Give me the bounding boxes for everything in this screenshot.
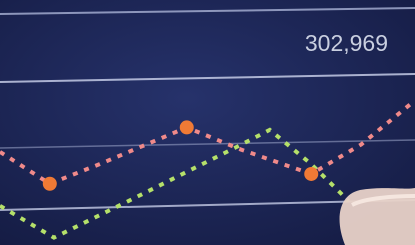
marker bbox=[304, 167, 318, 181]
chart: 302,969 bbox=[0, 0, 415, 245]
marker bbox=[43, 177, 57, 191]
marker bbox=[180, 120, 194, 134]
value-readout: 302,969 bbox=[305, 30, 388, 56]
page: 302,969 (() => { const data = JSON.parse… bbox=[0, 0, 415, 245]
